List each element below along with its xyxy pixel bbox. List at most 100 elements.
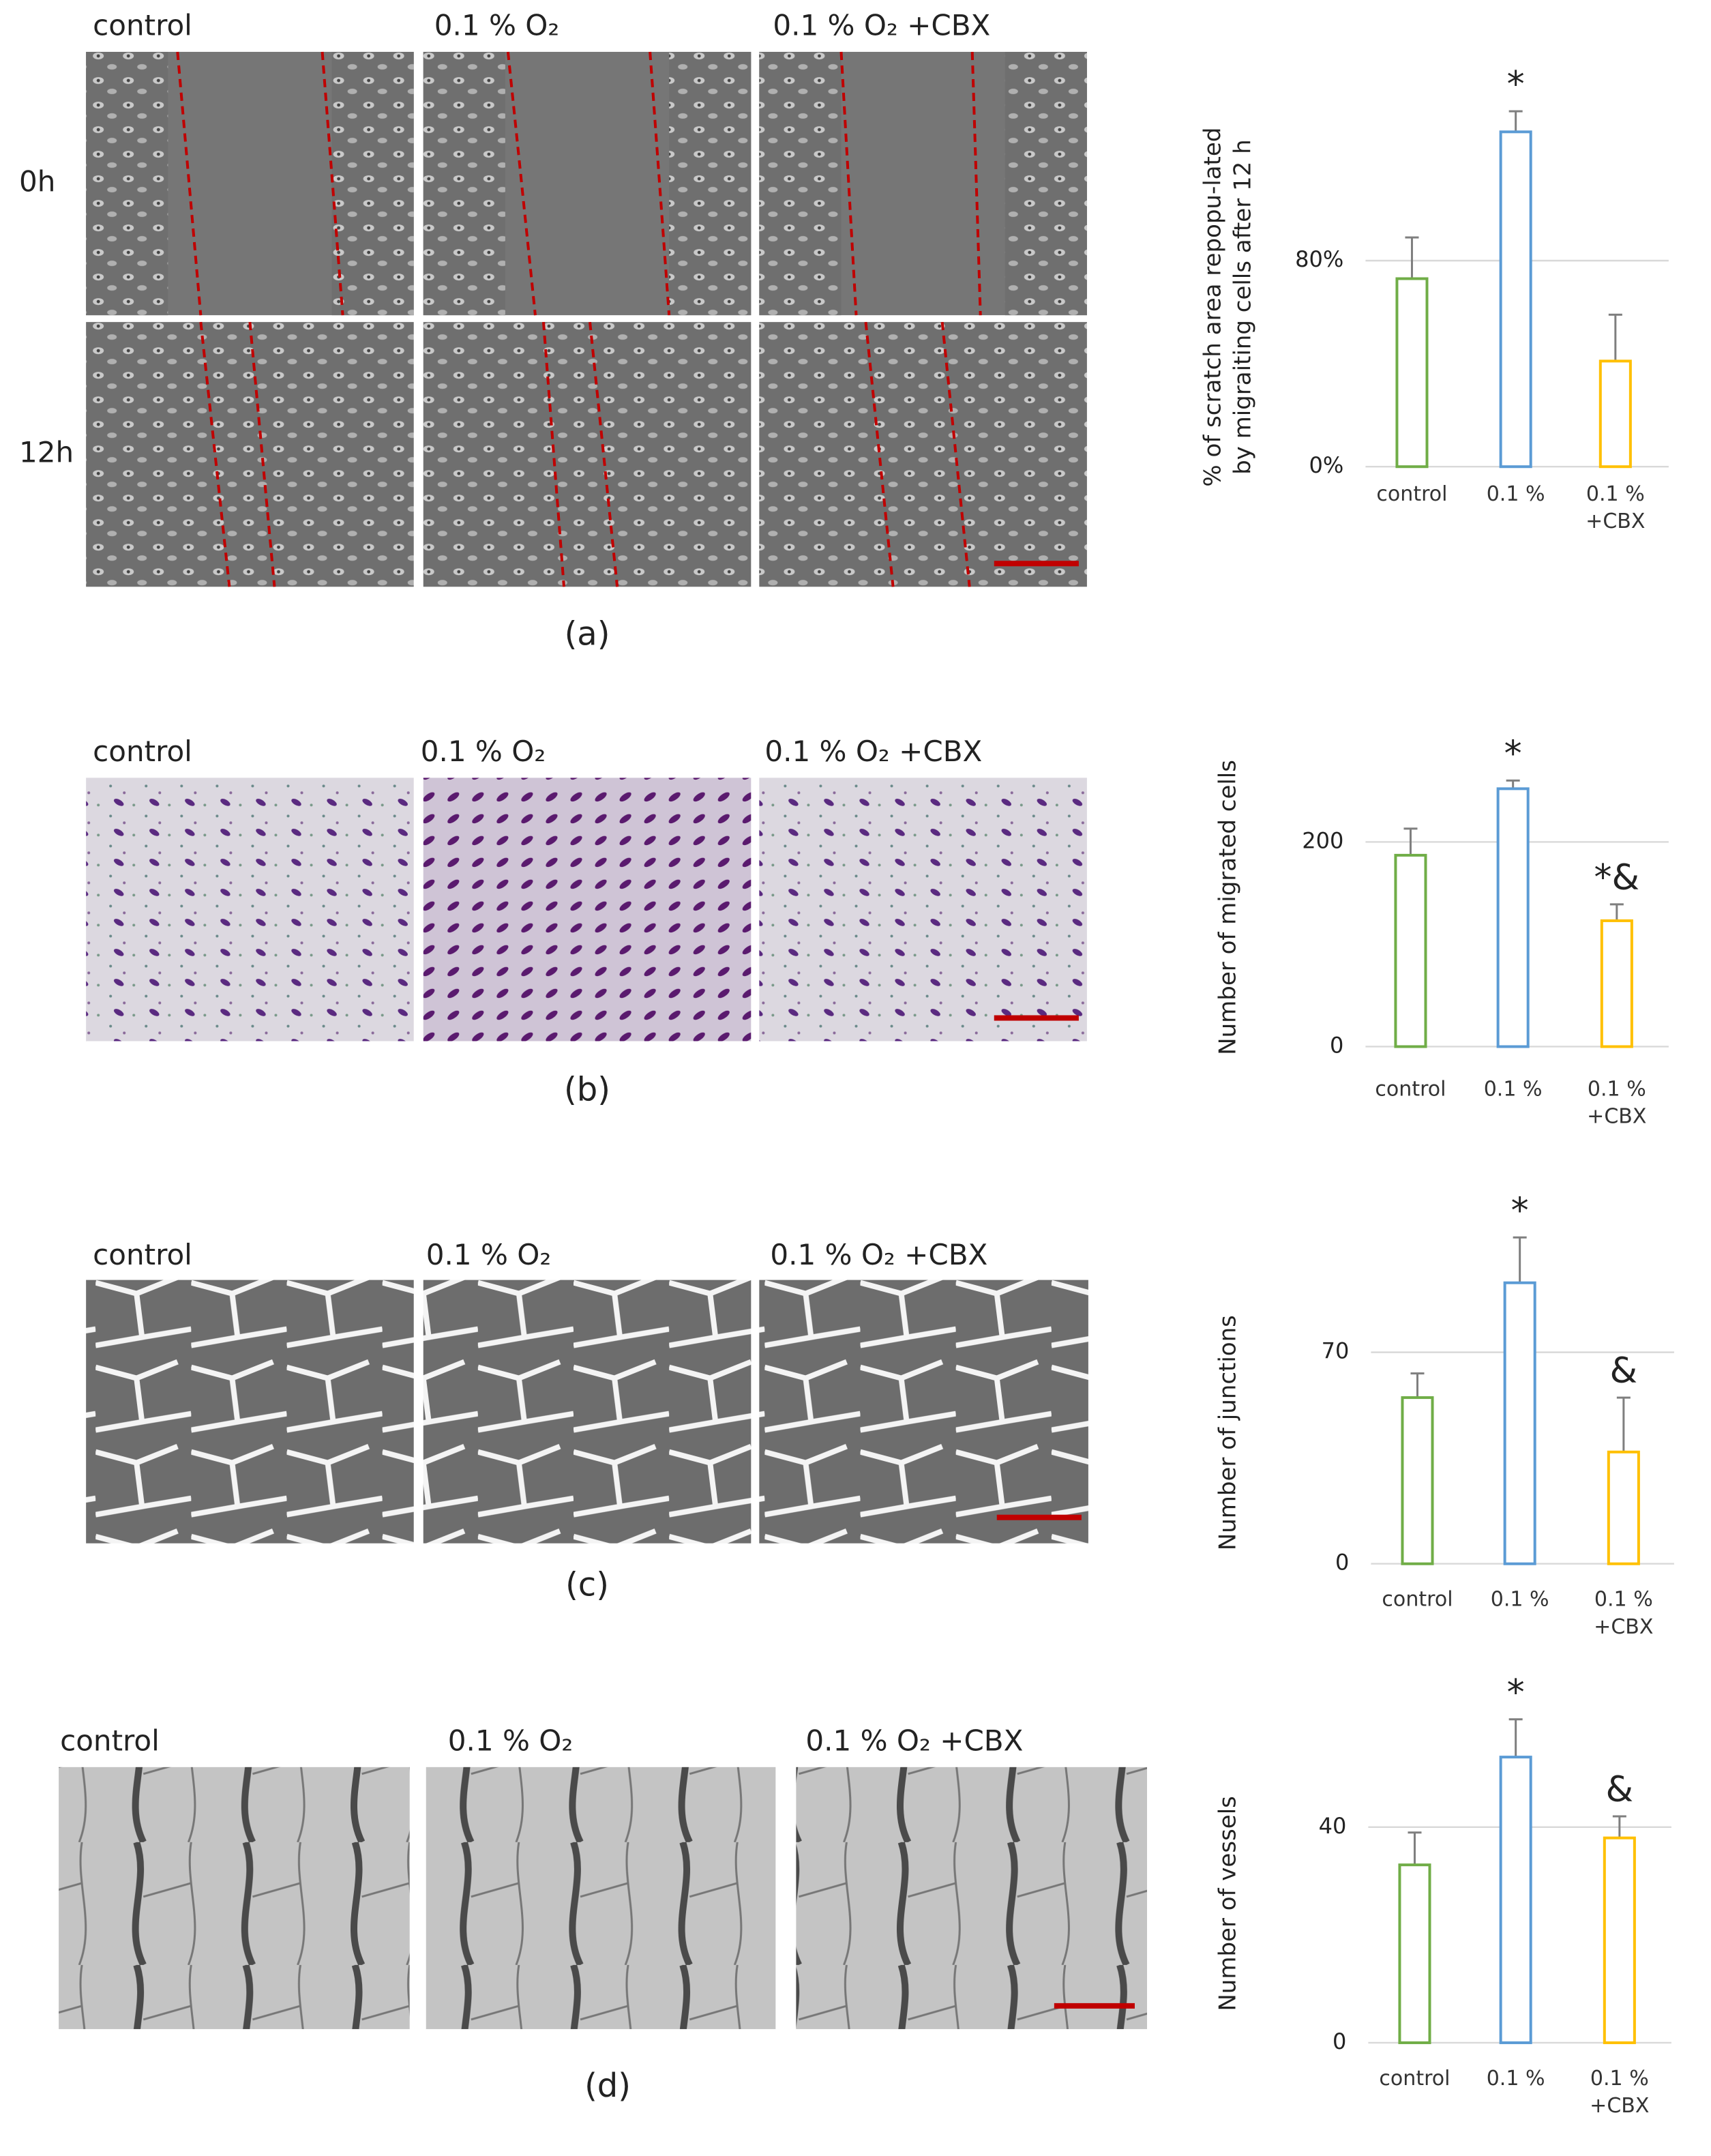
significance-marker: *	[1507, 1672, 1525, 1713]
column-label: 0.1 % O₂	[448, 1724, 573, 1757]
x-tick-label: control	[1375, 1076, 1446, 1102]
significance-marker: *	[1511, 1190, 1529, 1231]
micrograph	[423, 322, 752, 587]
bar	[1600, 919, 1633, 1048]
cell-layer	[86, 52, 168, 316]
column-label: 0.1 % O₂ +CBX	[773, 9, 990, 42]
micrograph	[423, 1280, 752, 1544]
x-tick-label-box: control	[1379, 2065, 1450, 2091]
column-label: 0.1 % O₂ +CBX	[770, 1238, 987, 1271]
x-tick-label: control	[1376, 482, 1448, 507]
column-label: 0.1 % O₂ +CBX	[764, 735, 982, 768]
micrograph	[759, 1280, 1088, 1544]
significance-marker: &	[1610, 1350, 1638, 1391]
y-tick-label: 40	[1319, 1813, 1347, 1839]
x-tick-label: control	[1379, 2065, 1450, 2091]
column-label: 0.1 % O₂	[434, 9, 559, 42]
y-tick-label: 0%	[1309, 452, 1344, 478]
column-label: control	[93, 735, 192, 768]
x-tick-label-box: 0.1 % +CBX	[1594, 1586, 1654, 1639]
y-tick-label: 80%	[1295, 246, 1343, 272]
error-bar	[1410, 1372, 1425, 1398]
x-tick-label-box: control	[1382, 1586, 1453, 1612]
bar	[1394, 853, 1427, 1048]
bar	[1598, 359, 1632, 469]
column-label: 0.1 % O₂ +CBX	[805, 1724, 1023, 1757]
significance-marker: *&	[1594, 857, 1640, 898]
significance-marker: *	[1507, 64, 1525, 105]
significance-marker: *	[1504, 733, 1522, 774]
x-tick-label-box: 0.1 % +CBX	[1590, 2065, 1650, 2118]
bar	[1607, 1450, 1640, 1565]
x-tick-label: 0.1 %	[1483, 1076, 1543, 1102]
row-label: 12h	[19, 436, 74, 469]
micrograph	[86, 1280, 414, 1544]
column-label: 0.1 % O₂	[421, 735, 546, 768]
panel-label: (a)	[565, 615, 610, 653]
error-bar	[1609, 903, 1624, 921]
micrograph	[59, 1767, 410, 2029]
cell-layer	[1005, 52, 1087, 316]
bar	[1401, 1396, 1434, 1565]
error-bar	[1508, 1718, 1523, 1758]
cell-layer	[759, 52, 842, 316]
x-tick-label: 0.1 %	[1490, 1586, 1549, 1612]
x-tick-label-box: control	[1376, 482, 1448, 507]
bar	[1503, 1281, 1536, 1565]
column-label: control	[93, 9, 192, 42]
micrograph	[426, 1767, 776, 2029]
x-tick-label: 0.1 % +CBX	[1590, 2065, 1650, 2118]
error-bar	[1612, 1815, 1626, 1838]
significance-marker: &	[1606, 1769, 1634, 1810]
x-tick-label: 0.1 % +CBX	[1587, 1076, 1647, 1129]
y-tick-label: 0	[1330, 1032, 1343, 1058]
panel-label: (c)	[565, 1566, 609, 1604]
y-axis-label: Number of vessels	[1215, 1796, 1242, 2011]
column-label: 0.1 % O₂	[426, 1238, 551, 1271]
x-tick-label: 0.1 % +CBX	[1594, 1586, 1654, 1639]
y-tick-label: 70	[1322, 1338, 1350, 1364]
x-tick-label-box: 0.1 %	[1490, 1586, 1549, 1612]
cell-layer	[669, 52, 752, 316]
micrograph	[759, 322, 1087, 587]
x-tick-label-box: 0.1 % +CBX	[1587, 1076, 1647, 1129]
error-bar	[1403, 827, 1418, 855]
x-tick-label-box: 0.1 %	[1483, 1076, 1543, 1102]
bar	[1398, 1863, 1431, 2044]
y-axis-label: Number of junctions	[1215, 1315, 1242, 1550]
panel-label: (d)	[584, 2067, 631, 2105]
row-label: 0h	[19, 165, 55, 198]
error-bar	[1616, 1396, 1631, 1452]
error-bar	[1408, 1831, 1422, 1865]
error-bar	[1508, 110, 1523, 132]
x-tick-label: 0.1 % +CBX	[1586, 482, 1646, 534]
y-tick-label: 0	[1333, 2028, 1346, 2054]
micrograph	[796, 1767, 1148, 2029]
bar	[1499, 130, 1532, 469]
x-tick-label-box: control	[1375, 1076, 1446, 1102]
error-bar	[1513, 1236, 1527, 1283]
bar	[1395, 277, 1429, 469]
decor	[176, 51, 982, 587]
error-bar	[1608, 313, 1622, 361]
cell-layer	[423, 52, 505, 316]
x-tick-label-box: 0.1 %	[1486, 482, 1545, 507]
bar	[1496, 787, 1530, 1048]
x-tick-label: 0.1 %	[1486, 482, 1545, 507]
micrograph	[423, 778, 752, 1042]
bar	[1603, 1836, 1636, 2044]
x-tick-label-box: 0.1 % +CBX	[1586, 482, 1646, 534]
x-tick-label: control	[1382, 1586, 1453, 1612]
y-tick-label: 200	[1302, 827, 1343, 853]
y-axis-label: Number of migrated cells	[1215, 760, 1242, 1055]
panel-label: (b)	[564, 1071, 610, 1109]
x-tick-label-box: 0.1 %	[1487, 2066, 1545, 2091]
micrograph	[86, 778, 414, 1042]
y-axis-label: % of scratch area repopu-lated	[1200, 128, 1227, 487]
bar	[1499, 1756, 1532, 2044]
cell-layer	[331, 52, 414, 316]
column-label: control	[93, 1238, 192, 1271]
column-label: control	[60, 1724, 160, 1757]
